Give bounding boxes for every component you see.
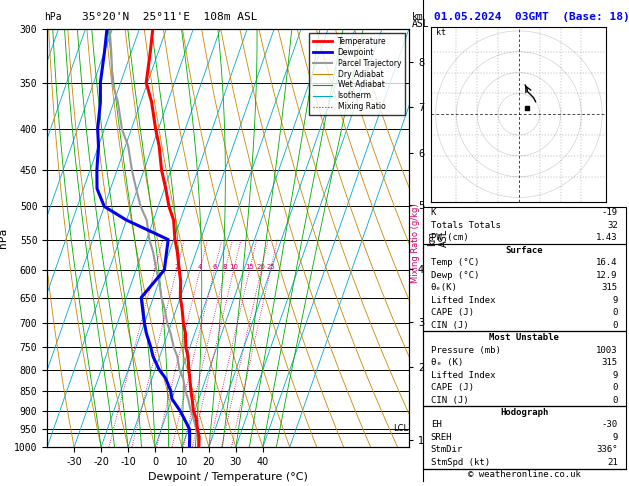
Text: Hodograph: Hodograph: [500, 408, 548, 417]
Text: Totals Totals: Totals Totals: [431, 221, 501, 230]
Text: -19: -19: [601, 208, 618, 217]
Y-axis label: hPa: hPa: [0, 228, 8, 248]
Text: EH: EH: [431, 420, 442, 430]
Text: 4: 4: [198, 264, 203, 270]
Text: CIN (J): CIN (J): [431, 396, 469, 404]
Text: Dewp (°C): Dewp (°C): [431, 271, 479, 280]
Text: © weatheronline.co.uk: © weatheronline.co.uk: [468, 470, 581, 479]
Legend: Temperature, Dewpoint, Parcel Trajectory, Dry Adiabat, Wet Adiabat, Isotherm, Mi: Temperature, Dewpoint, Parcel Trajectory…: [309, 33, 405, 115]
Text: km: km: [412, 12, 424, 22]
Text: 32: 32: [607, 221, 618, 230]
Text: StmDir: StmDir: [431, 446, 463, 454]
Text: Mixing Ratio (g/kg): Mixing Ratio (g/kg): [411, 203, 420, 283]
Text: 336°: 336°: [596, 446, 618, 454]
Text: PW (cm): PW (cm): [431, 233, 469, 242]
Text: 0: 0: [613, 321, 618, 330]
Text: SREH: SREH: [431, 433, 452, 442]
Text: ASL: ASL: [412, 19, 430, 30]
Text: 2: 2: [174, 264, 179, 270]
Text: θₑ(K): θₑ(K): [431, 283, 458, 292]
Text: 15: 15: [245, 264, 254, 270]
Text: Lifted Index: Lifted Index: [431, 370, 495, 380]
Text: 25: 25: [266, 264, 275, 270]
Text: 0: 0: [613, 308, 618, 317]
Text: 16.4: 16.4: [596, 258, 618, 267]
Text: 0: 0: [613, 383, 618, 392]
Text: 9: 9: [613, 433, 618, 442]
Text: 9: 9: [613, 295, 618, 305]
Text: 8: 8: [223, 264, 228, 270]
Text: Pressure (mb): Pressure (mb): [431, 346, 501, 355]
Text: 0: 0: [613, 396, 618, 404]
Text: 1003: 1003: [596, 346, 618, 355]
Text: K: K: [431, 208, 436, 217]
Text: StmSpd (kt): StmSpd (kt): [431, 458, 490, 467]
Text: 315: 315: [601, 358, 618, 367]
Text: Temp (°C): Temp (°C): [431, 258, 479, 267]
X-axis label: Dewpoint / Temperature (°C): Dewpoint / Temperature (°C): [148, 472, 308, 483]
Text: 12.9: 12.9: [596, 271, 618, 280]
Text: kt: kt: [436, 28, 445, 37]
Text: -30: -30: [601, 420, 618, 430]
Text: Lifted Index: Lifted Index: [431, 295, 495, 305]
Text: 01.05.2024  03GMT  (Base: 18): 01.05.2024 03GMT (Base: 18): [434, 12, 629, 22]
Text: CAPE (J): CAPE (J): [431, 308, 474, 317]
Text: θₑ (K): θₑ (K): [431, 358, 463, 367]
Text: CIN (J): CIN (J): [431, 321, 469, 330]
Text: 1: 1: [153, 264, 157, 270]
Y-axis label: km
ASL: km ASL: [427, 229, 448, 247]
Text: hPa: hPa: [44, 12, 62, 22]
Text: Surface: Surface: [506, 246, 543, 255]
Text: 6: 6: [213, 264, 217, 270]
Text: CAPE (J): CAPE (J): [431, 383, 474, 392]
Text: 10: 10: [229, 264, 238, 270]
Text: Most Unstable: Most Unstable: [489, 333, 559, 342]
Text: 35°20'N  25°11'E  108m ASL: 35°20'N 25°11'E 108m ASL: [82, 12, 257, 22]
Text: 1.43: 1.43: [596, 233, 618, 242]
Text: 9: 9: [613, 370, 618, 380]
Text: 20: 20: [257, 264, 265, 270]
Text: LCL: LCL: [393, 424, 408, 433]
Text: 315: 315: [601, 283, 618, 292]
Text: 21: 21: [607, 458, 618, 467]
